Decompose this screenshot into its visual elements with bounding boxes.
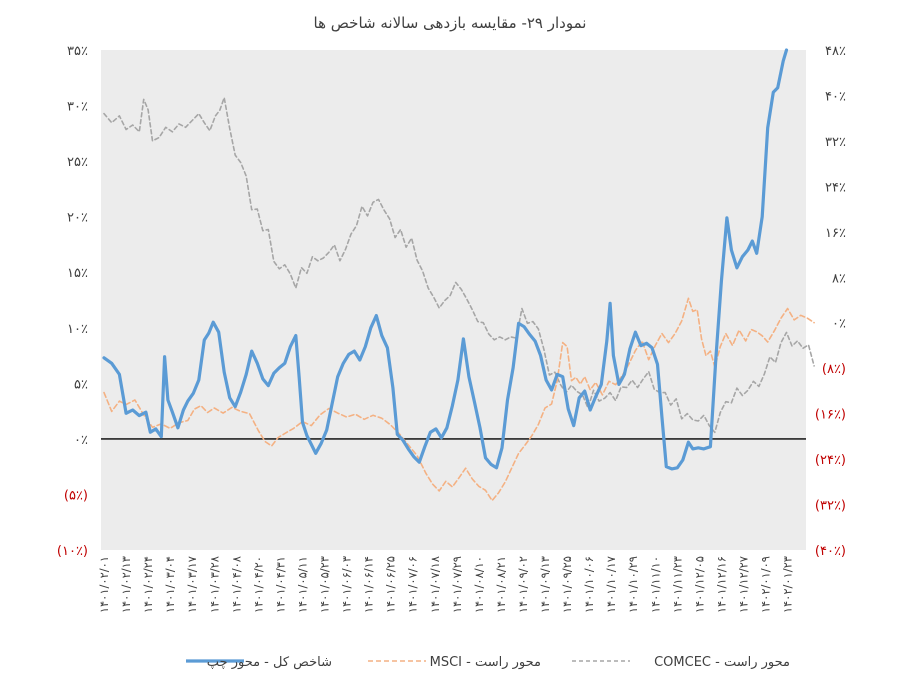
- legend-label: شاخص کل - محور چپ: [207, 655, 332, 670]
- x-tick-label: ۱۴۰۱/۱۰/۲۹: [626, 556, 640, 613]
- right-tick-label: ۴۸٪: [825, 44, 846, 59]
- x-tick-label: ۱۴۰۱/۰۷/۱۸: [428, 556, 442, 613]
- x-tick-label: ۱۴۰۱/۰۶/۲۵: [384, 556, 398, 613]
- right-tick-label: (۱۶٪): [815, 408, 846, 423]
- left-tick-label: ۲۵٪: [67, 155, 88, 170]
- x-tick-label: ۱۴۰۱/۰۸/۲۱: [494, 556, 508, 613]
- right-tick-label: ۰٪: [832, 317, 846, 332]
- x-tick-label: ۱۴۰۱/۰۴/۳۱: [273, 556, 287, 613]
- x-tick-label: ۱۴۰۱/۰۳/۰۴: [163, 556, 177, 613]
- x-tick-label: ۱۴۰۱/۰۴/۰۸: [229, 556, 243, 613]
- series-line-index: [102, 48, 789, 471]
- x-tick-label: ۱۴۰۱/۰۵/۲۳: [318, 556, 332, 613]
- x-tick-label: ۱۴۰۱/۱۱/۱۰: [648, 556, 662, 613]
- legend-label: COMCEC - محور راست: [654, 655, 790, 670]
- left-tick-label: (۱۰٪): [57, 544, 88, 559]
- x-tick-label: ۱۴۰۱/۰۲/۰۱: [97, 556, 111, 613]
- x-tick-label: ۱۴۰۱/۰۶/۱۴: [362, 556, 376, 613]
- x-tick-label: ۱۴۰۱/۰۷/۲۹: [450, 556, 464, 613]
- left-tick-label: ۲۰٪: [67, 211, 88, 226]
- x-tick-label: ۱۴۰۱/۱۰/۱۷: [604, 556, 618, 613]
- x-tick-label: ۱۴۰۱/۰۹/۰۲: [516, 556, 530, 613]
- left-axis: ۳۵٪ ۳۰٪ ۲۵٪ ۲۰٪ ۱۵٪ ۱۰٪ ۵٪ ۰٪ (۵٪) (۱۰٪): [57, 44, 88, 559]
- series-lines: [102, 48, 815, 502]
- x-tick-label: ۱۴۰۱/۱۲/۲۷: [736, 556, 750, 613]
- x-tick-label: ۱۴۰۱/۰۹/۲۵: [560, 556, 574, 613]
- x-tick-label: ۱۴۰۱/۱۰/۰۶: [582, 556, 596, 613]
- right-tick-label: (۳۲٪): [815, 499, 846, 514]
- x-tick-label: ۱۴۰۱/۰۵/۱۱: [295, 556, 309, 613]
- x-tick-label: ۱۴۰۱/۰۶/۰۳: [340, 556, 354, 613]
- left-tick-label: ۵٪: [74, 377, 88, 392]
- x-tick-label: ۱۴۰۱/۰۲/۲۴: [141, 556, 155, 613]
- x-tick-label: ۱۴۰۱/۰۹/۱۳: [538, 556, 552, 613]
- chart-title: نمودار ۲۹- مقایسه بازدهی سالانه شاخص ها: [314, 14, 587, 32]
- right-tick-label: ۳۲٪: [825, 135, 846, 150]
- legend: شاخص کل - محور چپ MSCI - محور راست COMCEC …: [186, 655, 790, 670]
- x-tick-label: ۱۴۰۱/۰۳/۱۷: [185, 556, 199, 613]
- right-tick-label: ۲۴٪: [825, 180, 846, 195]
- left-tick-label: ۳۰٪: [67, 100, 88, 115]
- right-tick-label: ۴۰٪: [825, 89, 846, 104]
- right-tick-label: ۸٪: [832, 271, 846, 286]
- right-tick-label: (۴۰٪): [815, 544, 846, 559]
- left-tick-label: (۵٪): [64, 488, 88, 503]
- left-tick-label: ۰٪: [74, 433, 88, 448]
- x-axis: ۱۴۰۱/۰۲/۰۱ ۱۴۰۱/۰۲/۱۳ ۱۴۰۱/۰۲/۲۴ ۱۴۰۱/۰۳/۰۴…: [97, 556, 795, 613]
- x-tick-label: ۱۴۰۱/۱۲/۰۵: [692, 556, 706, 613]
- x-tick-label: ۱۴۰۱/۱۲/۱۶: [714, 556, 728, 613]
- x-tick-label: ۱۴۰۱/۰۴/۲۰: [251, 556, 265, 613]
- left-tick-label: ۳۵٪: [67, 44, 88, 59]
- legend-label: MSCI - محور راست: [430, 655, 541, 670]
- left-tick-label: ۱۰٪: [67, 322, 88, 337]
- right-tick-label: (۸٪): [822, 362, 846, 377]
- x-tick-label: ۱۴۰۱/۰۷/۰۶: [406, 556, 420, 613]
- x-tick-label: ۱۴۰۱/۱۱/۲۳: [670, 556, 684, 613]
- series-line-comcec: [103, 96, 815, 434]
- right-axis: ۴۸٪ ۴۰٪ ۳۲٪ ۲۴٪ ۱۶٪ ۸٪ ۰٪ (۸٪) (۱۶٪) (۲۴٪) (۳۲٪) (۴…: [815, 44, 846, 559]
- right-tick-label: ۱۶٪: [825, 226, 846, 241]
- x-tick-label: ۱۴۰۱/۰۸/۱۰: [472, 556, 486, 613]
- series-line-msci: [103, 297, 815, 502]
- plot-area: [101, 50, 806, 550]
- x-tick-label: ۱۴۰۲/۰۱/۰۹: [759, 556, 773, 613]
- x-tick-label: ۱۴۰۲/۰۱/۲۳: [781, 556, 795, 613]
- left-tick-label: ۱۵٪: [67, 266, 88, 281]
- x-tick-label: ۱۴۰۱/۰۳/۲۸: [207, 556, 221, 613]
- x-tick-label: ۱۴۰۱/۰۲/۱۳: [119, 556, 133, 613]
- right-tick-label: (۲۴٪): [815, 453, 846, 468]
